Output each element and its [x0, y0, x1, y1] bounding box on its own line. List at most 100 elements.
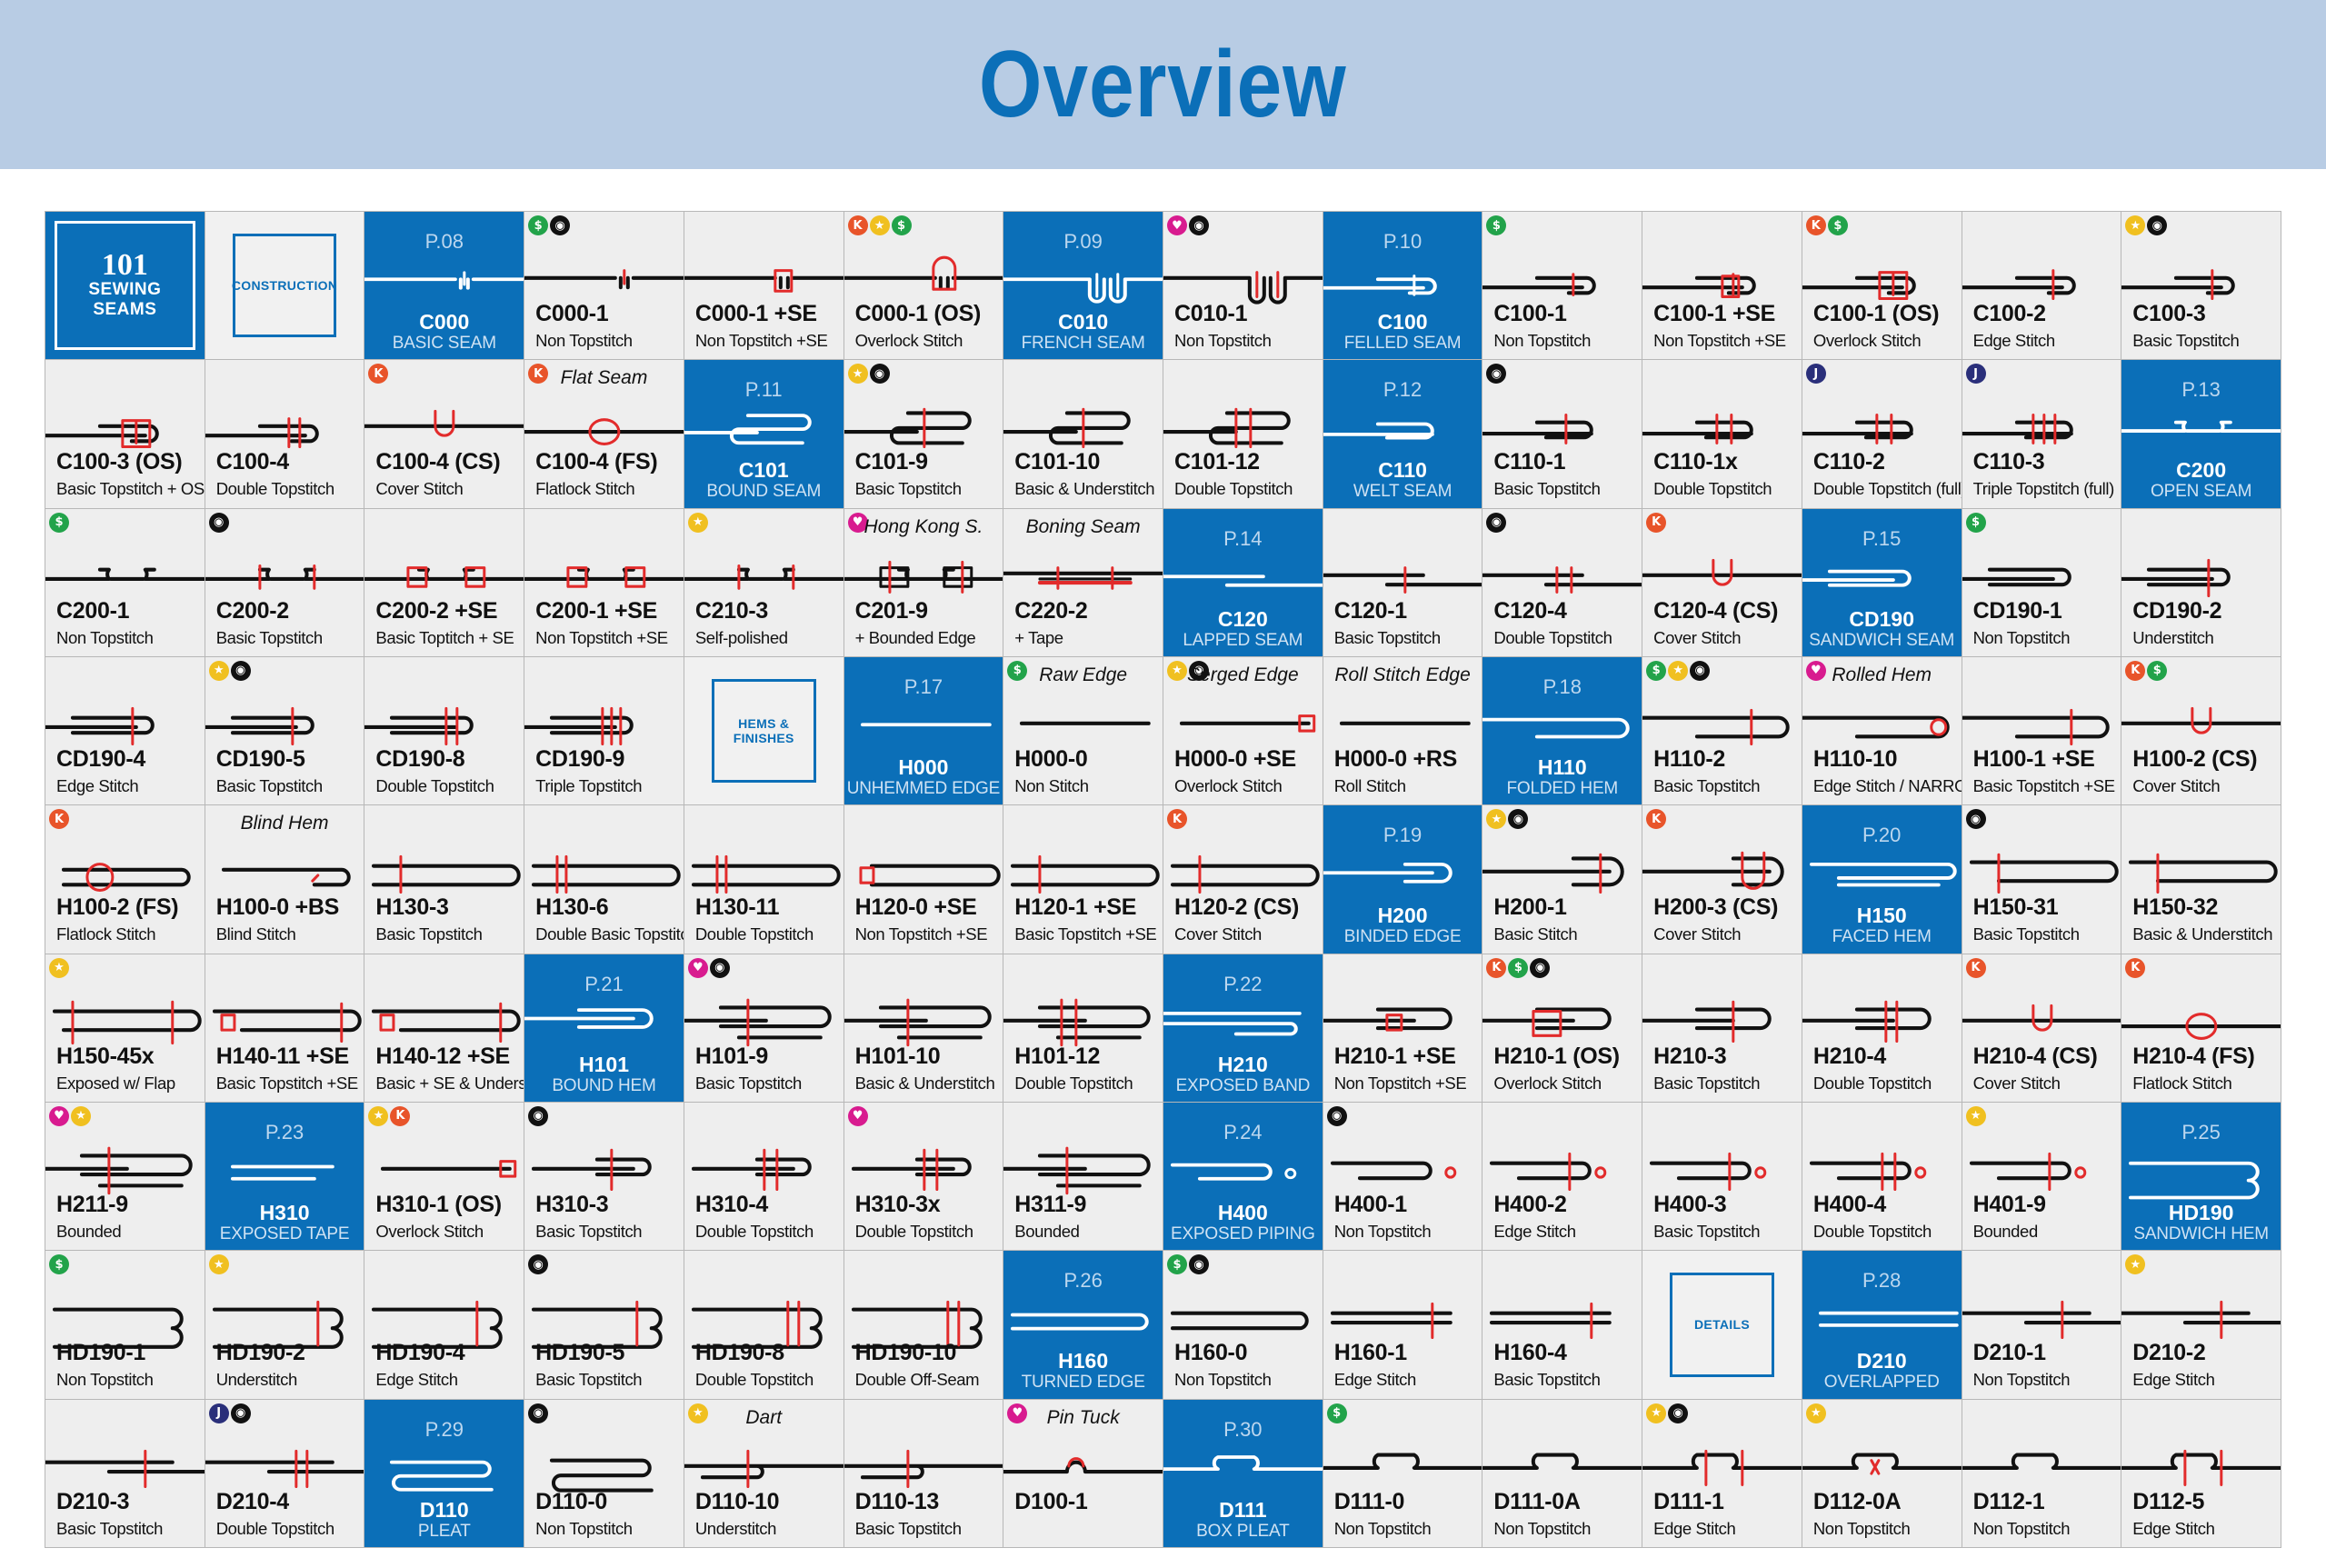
seam-card-c100-1-os-[interactable]: K $ C100-1 (OS) Overlock Stitch: [1802, 212, 1962, 361]
seam-card-c120-4-cs-[interactable]: K C120-4 (CS) Cover Stitch: [1642, 508, 1802, 657]
seam-card-c210-3[interactable]: ★ C210-3 Self-polished: [684, 508, 844, 657]
seam-card-c120-4[interactable]: ◉ C120-4 Double Topstitch: [1482, 508, 1643, 657]
seam-card-h150-31[interactable]: ◉ H150-31 Basic Topstitch: [1962, 805, 2122, 954]
seam-card-h130-11[interactable]: H130-11 Double Topstitch: [684, 805, 844, 954]
seam-card-h310-3[interactable]: ◉ H310-3 Basic Topstitch: [524, 1102, 684, 1252]
section-card-d110[interactable]: P.29 D110 PLEAT: [364, 1399, 525, 1548]
seam-card-d210-2[interactable]: ★ D210-2 Edge Stitch: [2121, 1251, 2281, 1400]
seam-card-h210-1-se[interactable]: H210-1 +SE Non Topstitch +SE: [1323, 954, 1483, 1103]
seam-card-h400-1[interactable]: ◉ H400-1 Non Topstitch: [1323, 1102, 1483, 1252]
seam-card-c101-9[interactable]: ★ ◉ C101-9 Basic Topstitch: [844, 360, 1004, 509]
seam-card-c100-4-cs-[interactable]: K C100-4 (CS) Cover Stitch: [364, 360, 525, 509]
section-card-c120[interactable]: P.14 C120 LAPPED SEAM: [1163, 508, 1323, 657]
seam-card-cd190-8[interactable]: CD190-8 Double Topstitch: [364, 656, 525, 806]
seam-card-c110-2[interactable]: J C110-2 Double Topstitch (full): [1802, 360, 1962, 509]
seam-card-h000-0[interactable]: $ Raw Edge H000-0 Non Stitch: [1003, 656, 1163, 806]
seam-card-d112-5[interactable]: D112-5 Edge Stitch: [2121, 1399, 2281, 1548]
seam-card-d110-13[interactable]: D110-13 Basic Topstitch: [844, 1399, 1004, 1548]
seam-card-h140-11-se[interactable]: H140-11 +SE Basic Topstitch +SE: [205, 954, 365, 1103]
seam-card-c000-1-se[interactable]: C000-1 +SE Non Topstitch +SE: [684, 212, 844, 361]
seam-card-c100-2[interactable]: C100-2 Edge Stitch: [1962, 212, 2122, 361]
section-card-h310[interactable]: P.23 H310 EXPOSED TAPE: [205, 1102, 365, 1252]
seam-card-h150-32[interactable]: H150-32 Basic & Understitch: [2121, 805, 2281, 954]
seam-card-c100-1[interactable]: $ C100-1 Non Topstitch: [1482, 212, 1643, 361]
section-card-hd190[interactable]: P.25 HD190 SANDWICH HEM: [2121, 1102, 2281, 1252]
seam-card-h101-10[interactable]: H101-10 Basic & Understitch: [844, 954, 1004, 1103]
seam-card-cd190-2[interactable]: CD190-2 Understitch: [2121, 508, 2281, 657]
seam-card-d112-1[interactable]: D112-1 Non Topstitch: [1962, 1399, 2122, 1548]
seam-card-c200-2[interactable]: ◉ C200-2 Basic Topstitch: [205, 508, 365, 657]
seam-card-h120-0-se[interactable]: H120-0 +SE Non Topstitch +SE: [844, 805, 1004, 954]
seam-card-d111-0a[interactable]: D111-0A Non Topstitch: [1482, 1399, 1643, 1548]
seam-card-h310-3x[interactable]: ♥ H310-3x Double Topstitch: [844, 1102, 1004, 1252]
section-card-h000[interactable]: P.17 H000 UNHEMMED EDGE: [844, 656, 1004, 806]
seam-card-h130-3[interactable]: H130-3 Basic Topstitch: [364, 805, 525, 954]
seam-card-c101-10[interactable]: C101-10 Basic & Understitch: [1003, 360, 1163, 509]
seam-card-hd190-8[interactable]: HD190-8 Double Topstitch: [684, 1251, 844, 1400]
section-card-h150[interactable]: P.20 H150 FACED HEM: [1802, 805, 1962, 954]
seam-card-c000-1-os-[interactable]: K ★ $ C000-1 (OS) Overlock Stitch: [844, 212, 1004, 361]
seam-card-c101-12[interactable]: C101-12 Double Topstitch: [1163, 360, 1323, 509]
section-card-h101[interactable]: P.21 H101 BOUND HEM: [524, 954, 684, 1103]
seam-card-d210-1[interactable]: D210-1 Non Topstitch: [1962, 1251, 2122, 1400]
seam-card-h311-9[interactable]: H311-9 Bounded: [1003, 1102, 1163, 1252]
seam-card-c100-3-os-[interactable]: C100-3 (OS) Basic Topstitch + OS: [45, 360, 205, 509]
seam-card-hd190-5[interactable]: ◉ HD190-5 Basic Topstitch: [524, 1251, 684, 1400]
seam-card-h120-2-cs-[interactable]: K H120-2 (CS) Cover Stitch: [1163, 805, 1323, 954]
seam-card-hd190-10[interactable]: HD190-10 Double Off-Seam: [844, 1251, 1004, 1400]
seam-card-d112-0a[interactable]: ★ D112-0A Non Topstitch: [1802, 1399, 1962, 1548]
seam-card-cd190-1[interactable]: $ CD190-1 Non Topstitch: [1962, 508, 2122, 657]
section-card-h160[interactable]: P.26 H160 TURNED EDGE: [1003, 1251, 1163, 1400]
seam-card-d111-0[interactable]: $ D111-0 Non Topstitch: [1323, 1399, 1483, 1548]
section-card-h400[interactable]: P.24 H400 EXPOSED PIPING: [1163, 1102, 1323, 1252]
seam-card-c100-3[interactable]: ★ ◉ C100-3 Basic Topstitch: [2121, 212, 2281, 361]
section-card-c110[interactable]: P.12 C110 WELT SEAM: [1323, 360, 1483, 509]
seam-card-h101-12[interactable]: H101-12 Double Topstitch: [1003, 954, 1163, 1103]
seam-card-h100-1-se[interactable]: H100-1 +SE Basic Topstitch +SE: [1962, 656, 2122, 806]
seam-card-h140-12-se[interactable]: H140-12 +SE Basic + SE & Underst.: [364, 954, 525, 1103]
seam-card-cd190-4[interactable]: CD190-4 Edge Stitch: [45, 656, 205, 806]
seam-card-hd190-4[interactable]: HD190-4 Edge Stitch: [364, 1251, 525, 1400]
section-card-c101[interactable]: P.11 C101 BOUND SEAM: [684, 360, 844, 509]
seam-card-c010-1[interactable]: ♥ ◉ C010-1 Non Topstitch: [1163, 212, 1323, 361]
seam-card-c110-1x[interactable]: C110-1x Double Topstitch: [1642, 360, 1802, 509]
seam-card-d111-1[interactable]: ★ ◉ D111-1 Edge Stitch: [1642, 1399, 1802, 1548]
seam-card-d110-10[interactable]: ★ Dart D110-10 Understitch: [684, 1399, 844, 1548]
seam-card-c100-1-se[interactable]: C100-1 +SE Non Topstitch +SE: [1642, 212, 1802, 361]
seam-card-c100-4-fs-[interactable]: K Flat Seam C100-4 (FS) Flatlock Stitch: [524, 360, 684, 509]
seam-card-hd190-2[interactable]: ★ HD190-2 Understitch: [205, 1251, 365, 1400]
seam-card-h160-0[interactable]: $ ◉ H160-0 Non Topstitch: [1163, 1251, 1323, 1400]
seam-card-c100-4[interactable]: C100-4 Double Topstitch: [205, 360, 365, 509]
seam-card-d100-1[interactable]: ♥ Pin Tuck D100-1: [1003, 1399, 1163, 1548]
seam-card-h310-1-os-[interactable]: ★ K H310-1 (OS) Overlock Stitch: [364, 1102, 525, 1252]
seam-card-h310-4[interactable]: H310-4 Double Topstitch: [684, 1102, 844, 1252]
seam-card-h210-3[interactable]: H210-3 Basic Topstitch: [1642, 954, 1802, 1103]
seam-card-h130-6[interactable]: H130-6 Double Basic Topstitch: [524, 805, 684, 954]
seam-card-h000-0-rs[interactable]: Roll Stitch Edge H000-0 +RS Roll Stitch: [1323, 656, 1483, 806]
seam-card-c200-1-se[interactable]: C200-1 +SE Non Topstitch +SE: [524, 508, 684, 657]
seam-card-cd190-9[interactable]: CD190-9 Triple Topstitch: [524, 656, 684, 806]
seam-card-h100-2-cs-[interactable]: K $ H100-2 (CS) Cover Stitch: [2121, 656, 2281, 806]
seam-card-h401-9[interactable]: ★ H401-9 Bounded: [1962, 1102, 2122, 1252]
seam-card-h150-45x[interactable]: ★ H150-45x Exposed w/ Flap: [45, 954, 205, 1103]
seam-card-d210-4[interactable]: J ◉ D210-4 Double Topstitch: [205, 1399, 365, 1548]
section-card-d210[interactable]: P.28 D210 OVERLAPPED: [1802, 1251, 1962, 1400]
seam-card-h400-4[interactable]: H400-4 Double Topstitch: [1802, 1102, 1962, 1252]
seam-card-h100-0-bs[interactable]: Blind Hem H100-0 +BS Blind Stitch: [205, 805, 365, 954]
seam-card-c200-2-se[interactable]: C200-2 +SE Basic Toptitch + SE: [364, 508, 525, 657]
seam-card-h101-9[interactable]: ♥ ◉ H101-9 Basic Topstitch: [684, 954, 844, 1103]
section-card-h210[interactable]: P.22 H210 EXPOSED BAND: [1163, 954, 1323, 1103]
seam-card-h110-2[interactable]: $ ★ ◉ H110-2 Basic Topstitch: [1642, 656, 1802, 806]
seam-card-h200-1[interactable]: ★ ◉ H200-1 Basic Stitch: [1482, 805, 1643, 954]
seam-card-h400-3[interactable]: H400-3 Basic Topstitch: [1642, 1102, 1802, 1252]
section-card-c000[interactable]: P.08 C000 BASIC SEAM: [364, 212, 525, 361]
section-card-c100[interactable]: P.10 C100 FELLED SEAM: [1323, 212, 1483, 361]
seam-card-cd190-5[interactable]: ★ ◉ CD190-5 Basic Topstitch: [205, 656, 365, 806]
seam-card-c220-2[interactable]: Boning Seam C220-2 + Tape: [1003, 508, 1163, 657]
seam-card-c110-1[interactable]: ◉ C110-1 Basic Topstitch: [1482, 360, 1643, 509]
seam-card-c000-1[interactable]: $ ◉ C000-1 Non Topstitch: [524, 212, 684, 361]
seam-card-c200-1[interactable]: $ C200-1 Non Topstitch: [45, 508, 205, 657]
seam-card-c120-1[interactable]: C120-1 Basic Topstitch: [1323, 508, 1483, 657]
section-card-cd190[interactable]: P.15 CD190 SANDWICH SEAM: [1802, 508, 1962, 657]
seam-card-h160-1[interactable]: H160-1 Edge Stitch: [1323, 1251, 1483, 1400]
